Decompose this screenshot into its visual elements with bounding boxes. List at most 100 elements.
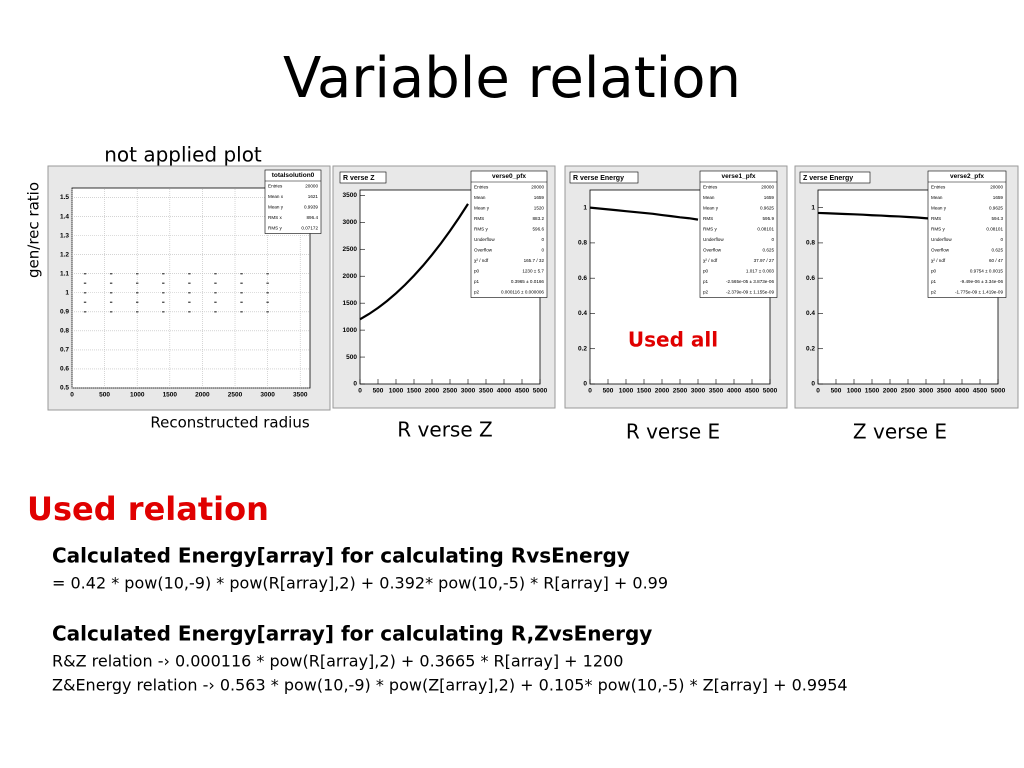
x-tick-label: 3500 xyxy=(937,388,952,395)
y-tick-label: 1.2 xyxy=(60,251,69,258)
y-tick-label: 0.7 xyxy=(60,347,69,354)
point xyxy=(240,282,243,284)
stats-label: χ² / ndf xyxy=(703,258,718,263)
stats-label: Mean xyxy=(474,195,486,200)
y-tick-label: 1.3 xyxy=(60,232,69,239)
point xyxy=(162,282,165,284)
y-tick-label: 0 xyxy=(811,381,815,388)
point xyxy=(162,273,165,275)
point xyxy=(214,282,217,284)
stats-value: 0.9754 ± 0.0015 xyxy=(970,268,1004,273)
stats-label: Mean y xyxy=(931,205,947,210)
point xyxy=(266,311,269,313)
stats-name: verse1_pfx xyxy=(722,173,756,180)
slide-title: Variable relation xyxy=(283,46,741,111)
y-tick-label: 0.8 xyxy=(806,240,815,247)
x-tick-label: 4500 xyxy=(515,388,530,395)
x-tick-label: 2000 xyxy=(655,388,670,395)
x-tick-label: 2000 xyxy=(195,392,210,399)
point xyxy=(109,282,113,284)
x-tick-label: 4000 xyxy=(727,388,742,395)
stats-box xyxy=(470,170,548,298)
y-tick-label: 500 xyxy=(346,354,357,361)
fit-line xyxy=(359,203,469,321)
point xyxy=(83,292,87,294)
point xyxy=(240,311,243,313)
stats-name: verse2_pfx xyxy=(950,173,984,180)
caption: Z verse E xyxy=(853,420,947,444)
y-tick-label: 1500 xyxy=(343,300,358,307)
stats-value: 20000 xyxy=(990,184,1003,189)
stats-value: 60 / 47 xyxy=(989,258,1003,263)
point xyxy=(188,282,191,284)
x-tick-label: 4500 xyxy=(745,388,760,395)
stats-value: 1230 ± 5.7 xyxy=(522,268,544,273)
y-tick-label: 1.4 xyxy=(60,213,69,220)
stats-label: RMS y xyxy=(931,226,945,231)
y-tick-label: 1.5 xyxy=(60,194,69,201)
stats-value: 594.3 xyxy=(992,216,1004,221)
point xyxy=(83,273,87,275)
x-tick-label: 1500 xyxy=(163,392,178,399)
stats-label: Mean y xyxy=(703,205,719,210)
stats-value: 596.6 xyxy=(533,226,545,231)
stats-label: Mean y xyxy=(474,205,490,210)
stats-label: p2 xyxy=(931,289,937,294)
stats-value: 1621 xyxy=(308,194,319,199)
point xyxy=(109,273,113,275)
stats-label: RMS xyxy=(931,216,941,221)
y-tick-label: 1000 xyxy=(343,327,358,334)
y-tick-label: 2000 xyxy=(343,273,358,280)
stats-label: RMS x xyxy=(268,215,282,220)
point xyxy=(214,292,217,294)
stats-name: verse0_pfx xyxy=(492,173,526,180)
x-tick-label: 3500 xyxy=(709,388,724,395)
x-tick-label: 2000 xyxy=(883,388,898,395)
x-tick-label: 4000 xyxy=(955,388,970,395)
stats-label: Underflow xyxy=(703,237,724,242)
stats-label: Overflow xyxy=(474,247,493,252)
point xyxy=(266,273,269,275)
x-tick-label: 5000 xyxy=(991,388,1006,395)
x-tick-label: 500 xyxy=(603,388,614,395)
x-tick-label: 2500 xyxy=(443,388,458,395)
stats-label: Mean y xyxy=(268,204,284,209)
point xyxy=(266,301,269,303)
stats-label: RMS y xyxy=(703,226,717,231)
stats-value: 0.9625 xyxy=(760,205,774,210)
point xyxy=(109,292,113,294)
y-tick-label: 0.6 xyxy=(806,275,815,282)
stats-label: Underflow xyxy=(474,237,495,242)
stats-value: 20000 xyxy=(531,184,544,189)
stats-label: p0 xyxy=(474,268,480,273)
x-tick-label: 2000 xyxy=(425,388,440,395)
stats-value: 0.9625 xyxy=(989,205,1003,210)
x-tick-label: 0 xyxy=(358,388,362,395)
point xyxy=(266,292,269,294)
stats-value: 1520 xyxy=(534,205,545,210)
y-tick-label: 3000 xyxy=(343,219,358,226)
formula: R&Z relation -› 0.000116 * pow(R[array],… xyxy=(52,652,623,671)
stats-value: 0.625 xyxy=(992,247,1004,252)
stats-label: Mean xyxy=(931,195,943,200)
point xyxy=(83,282,87,284)
section-title: Used relation xyxy=(27,490,269,528)
stats-label: χ² / ndf xyxy=(474,258,489,263)
point xyxy=(83,311,87,313)
stats-value: 20000 xyxy=(305,183,318,188)
point xyxy=(162,292,165,294)
stats-value: 1659 xyxy=(993,195,1004,200)
formula: Z&Energy relation -› 0.563 * pow(10,-9) … xyxy=(52,676,848,695)
stats-value: 0.08101 xyxy=(986,226,1003,231)
point xyxy=(240,301,243,303)
point xyxy=(136,311,139,313)
formula: = 0.42 * pow(10,-9) * pow(R[array],2) + … xyxy=(52,574,668,593)
fit-line xyxy=(589,206,699,221)
x-tick-label: 1500 xyxy=(637,388,652,395)
stats-label: Mean x xyxy=(268,194,284,199)
x-tick-label: 3000 xyxy=(461,388,476,395)
x-tick-label: 1500 xyxy=(865,388,880,395)
used-all-note: Used all xyxy=(628,328,718,352)
y-tick-label: 1 xyxy=(811,204,815,211)
